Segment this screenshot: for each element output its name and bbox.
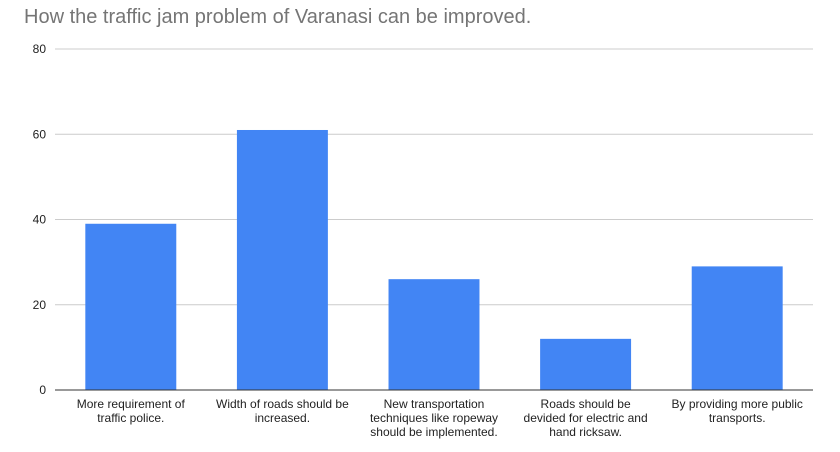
x-category-label: Width of roads should be increased. — [216, 397, 349, 425]
x-category-label-line: Roads should be — [541, 397, 631, 411]
x-category-label-line: More requirement of — [77, 397, 186, 411]
x-axis-labels: More requirement of traffic police. Width … — [77, 397, 803, 439]
x-category-label-line: techniques like ropeway — [370, 411, 498, 425]
y-tick-label: 20 — [33, 298, 47, 312]
y-tick-label: 80 — [33, 42, 47, 56]
x-category-label-line: devided for electric and — [524, 411, 648, 425]
x-category-label-line: should be implemented. — [370, 425, 497, 439]
x-category-label-line: traffic police. — [97, 411, 164, 425]
x-category-label-line: New transportation — [384, 397, 485, 411]
chart-title: How the traffic jam problem of Varanasi … — [24, 6, 531, 28]
x-category-label-line: transports. — [709, 411, 766, 425]
bar-5 — [691, 266, 783, 390]
y-tick-label: 0 — [39, 383, 46, 397]
bar-3 — [388, 279, 480, 390]
y-tick-label: 40 — [33, 213, 47, 227]
y-axis-ticks: 0 20 40 60 80 — [33, 42, 47, 397]
x-category-label: More requirement of traffic police. — [77, 397, 186, 425]
bar-1 — [85, 223, 177, 390]
bar-4 — [540, 338, 632, 390]
y-tick-label: 60 — [33, 127, 47, 141]
x-category-label-line: hand ricksaw. — [549, 425, 622, 439]
x-category-label-line: By providing more public — [671, 397, 802, 411]
x-category-label: By providing more public transports. — [671, 397, 802, 425]
x-category-label-line: Width of roads should be — [216, 397, 349, 411]
x-category-label: New transportation techniques like ropewa… — [370, 397, 498, 439]
x-category-label-line: increased. — [255, 411, 310, 425]
bar-2 — [236, 129, 328, 391]
bars — [85, 129, 783, 391]
x-category-label: Roads should be devided for electric and h… — [524, 397, 648, 439]
